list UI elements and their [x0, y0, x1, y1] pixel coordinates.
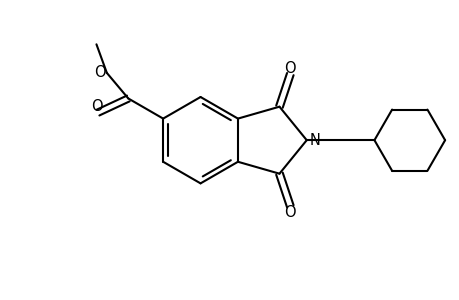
- Text: O: O: [91, 99, 103, 114]
- Text: O: O: [284, 205, 296, 220]
- Text: O: O: [284, 61, 296, 76]
- Text: O: O: [94, 65, 106, 80]
- Text: N: N: [308, 133, 319, 148]
